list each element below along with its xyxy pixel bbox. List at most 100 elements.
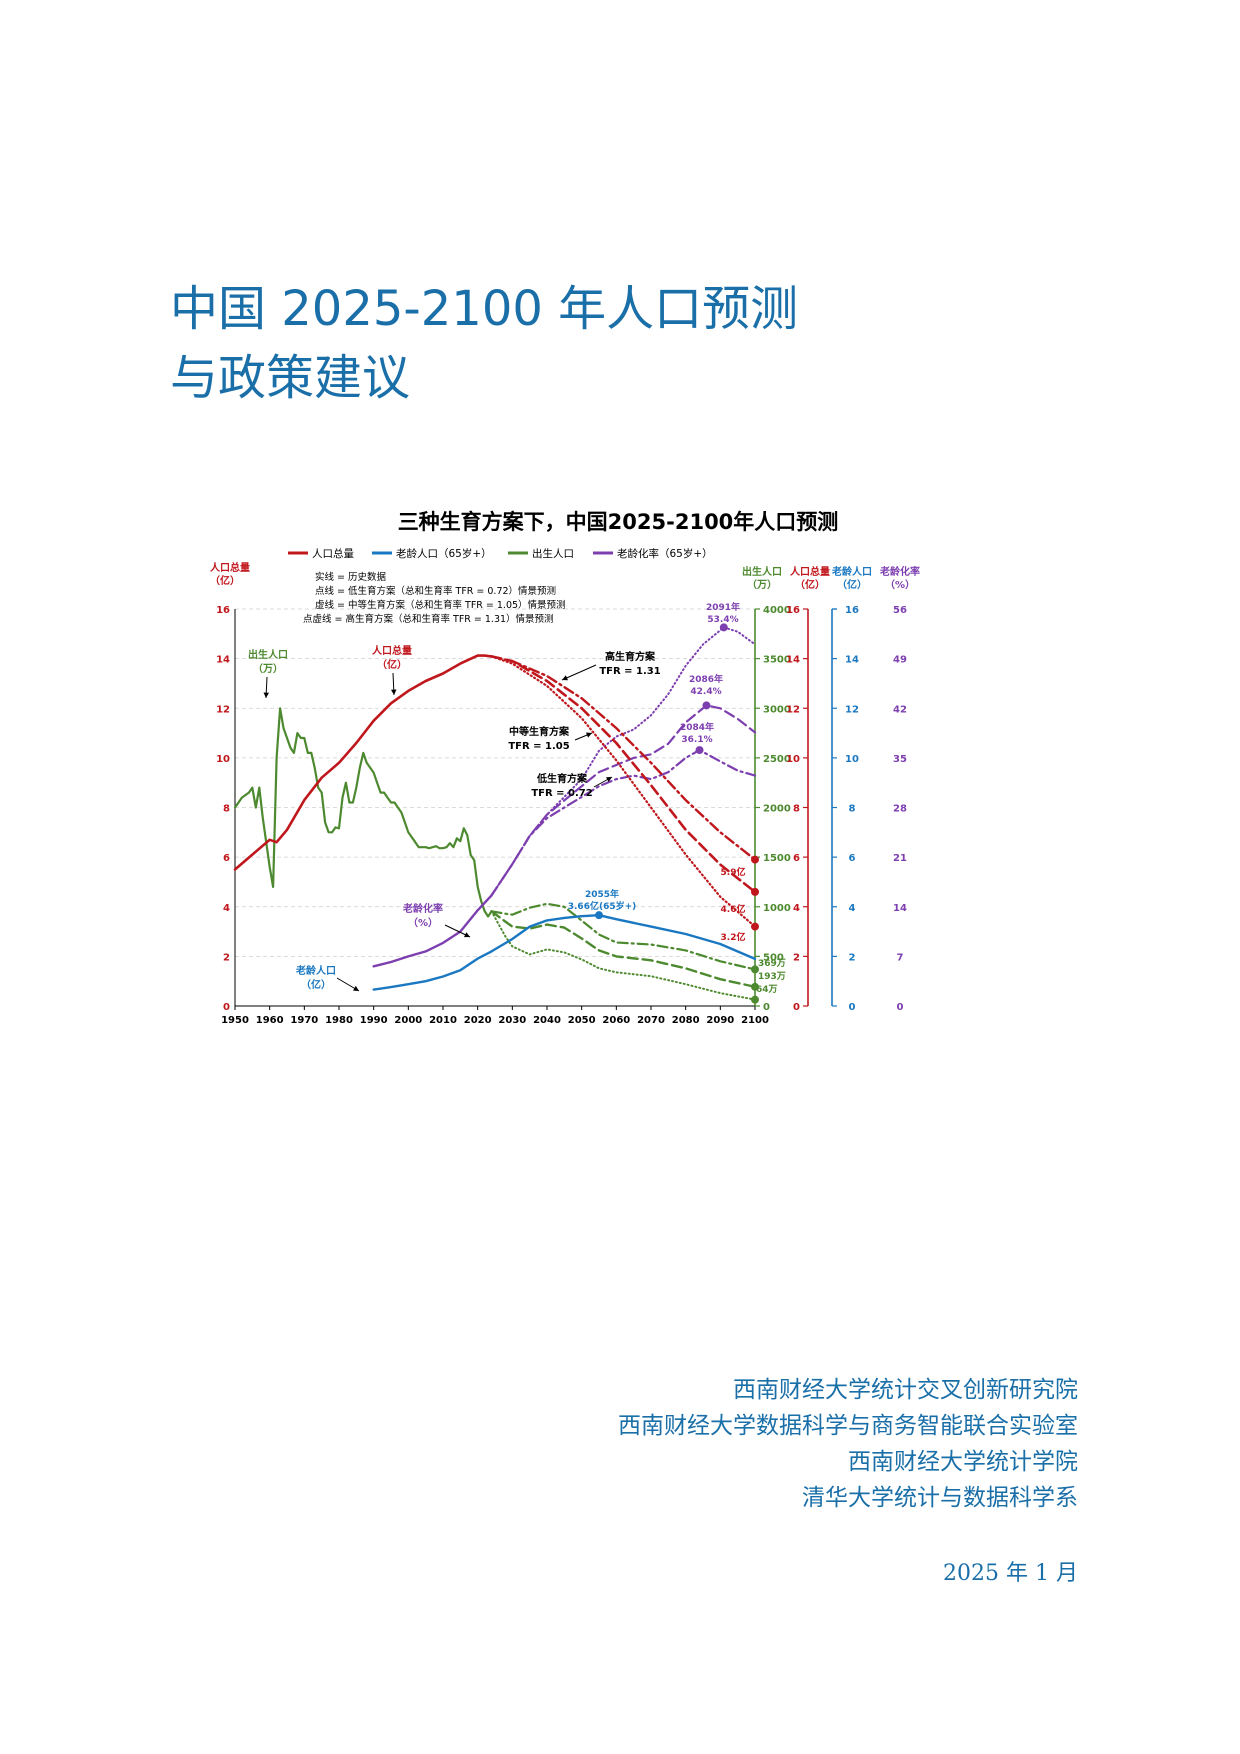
pop-axis-tick-label: 4 [223,903,230,914]
x-tick-label: 2060 [602,1015,630,1026]
elderly-axis-tick-label: 10 [845,754,859,765]
low-plan-tfr: TFR = 0.72 [531,788,592,799]
pop-low-end-marker [751,922,759,931]
births-axis-tick-label: 4000 [763,605,791,616]
births-axis-tick-label: 3500 [763,655,791,666]
pop-low-end-label: 3.2亿 [721,931,746,943]
ratio-peak-2091-year: 2091年 [706,601,740,613]
line-style-note: 实线 = 历史数据 [315,571,386,583]
elderly-axis-tick-label: 12 [845,704,859,715]
pop-axis-tick-label: 14 [786,655,800,666]
elderly-projection-line [490,914,757,961]
pop-series-label: 人口总量 [372,644,412,657]
elderly-label-arrow-head [353,985,359,991]
low-plan-label: 低生育方案 [536,772,588,785]
elderly-series-label: 老龄人口 [295,964,336,977]
pop-axis-tick-label: 0 [223,1002,230,1013]
pop-axis-title: 人口总量 [790,565,830,578]
pop-axis-tick-label: 6 [793,853,800,864]
legend-label: 出生人口 [532,547,574,560]
elderly-axis-title: 老龄人口 [831,565,872,578]
elderly-history-line [372,950,493,991]
chart-legend: 人口总量 老龄人口（65岁+） 出生人口 老龄化率（65岁+） [288,547,713,560]
line-style-note: 虚线 = 中等生育方案（总和生育率 TFR = 1.05）情景预测 [315,599,566,611]
ratio-peak-2086-marker [702,701,711,710]
population-projection-chart: 三种生育方案下，中国2025-2100年人口预测 人口总量 老龄人口（65岁+） 出… [210,510,920,1026]
legend-label: 老龄人口（65岁+） [396,547,492,560]
births-high-scenario-line [490,902,757,971]
pop-axis-tick-label: 14 [216,655,230,666]
ratio-axis-title: 老龄化率 [879,565,920,578]
chart-gridlines [235,608,755,957]
elderly-axis-tick-label: 8 [849,804,856,815]
births-axis-title: 出生人口 [742,565,782,578]
births-mid-end-label: 193万 [758,971,786,982]
high-plan-arrow-head [562,675,568,681]
legend-label: 人口总量 [312,547,354,560]
x-tick-label: 1990 [360,1015,388,1026]
births-low-end-marker [751,995,759,1004]
pop-axis-tick-label: 0 [793,1002,800,1013]
pop-axis-tick-label: 8 [223,804,230,815]
report-date: 2025 年 1 月 [943,1561,1078,1586]
ratio-label-arrow-head [464,932,470,938]
low-plan-arrow-head [606,777,612,782]
births-low-scenario-line [490,910,756,1001]
ratio-axis-tick-label: 28 [893,804,907,815]
ratio-axis-tick-label: 42 [893,704,907,715]
births-mid-scenario-line [490,910,757,988]
elderly-axis-tick-label: 6 [849,853,856,864]
births-series-label: 出生人口 [248,648,288,661]
pop-axis-tick-label: 8 [793,804,800,815]
x-tick-label: 2090 [706,1015,734,1026]
institution-line: 西南财经大学统计学院 [848,1449,1078,1475]
chart-series [233,623,759,1004]
pop-axis-unit: （亿） [210,574,240,587]
ratio-axis-tick-label: 14 [893,903,907,914]
pop-mid-end-marker [751,887,759,896]
births-high-end-label: 369万 [758,958,786,969]
x-tick-label: 2040 [533,1015,561,1026]
elderly-axis-tick-label: 0 [849,1002,856,1013]
births-high-end-marker [751,965,759,974]
x-tick-label: 2030 [498,1015,526,1026]
elderly-axis-tick-label: 16 [845,605,859,616]
ratio-axis-tick-label: 0 [897,1002,904,1013]
births-axis-tick-label: 0 [763,1002,770,1013]
ratio-peak-2084-year: 2084年 [680,721,714,733]
pop-axis-tick-label: 2 [223,952,230,963]
pop-high-end-label: 5.9亿 [721,866,746,878]
births-axis-tick-label: 2000 [763,804,791,815]
legend-label: 老龄化率（65岁+） [617,547,713,560]
elderly-axis-unit: （亿） [837,578,867,591]
ratio-axis-unit: （%） [885,578,915,591]
ratio-series-unit: （%） [408,916,438,929]
pop-low-scenario-line [490,655,757,928]
ratio-peak-2086-year: 2086年 [689,673,723,685]
pop-axis-title: 人口总量 [210,561,250,574]
pop-axis-tick-label: 10 [216,754,230,765]
pop-mid-end-label: 4.6亿 [721,903,746,915]
pop-axis-tick-label: 16 [216,605,230,616]
births-series-unit: （万） [253,662,283,675]
pop-axis-tick-label: 12 [216,704,230,715]
ratio-peak-2084-value: 36.1% [681,735,712,745]
pop-series-unit: （亿） [377,658,407,671]
high-plan-tfr: TFR = 1.31 [599,666,660,677]
report-title-line-2: 与政策建议 [170,350,411,406]
pop-label-arrow-head [391,689,397,695]
high-plan-arrow [561,664,597,681]
births-history-line [233,707,493,918]
pop-axis-tick-label: 2 [793,952,800,963]
births-axis-tick-label: 500 [763,952,784,963]
line-style-note: 点虚线 = 高生育方案（总和生育率 TFR = 1.31）情景预测 [303,613,554,625]
x-tick-label: 2010 [429,1015,457,1026]
pop-axis-tick-label: 4 [793,903,800,914]
mid-plan-label: 中等生育方案 [509,725,570,738]
institution-line: 西南财经大学数据科学与商务智能联合实验室 [618,1413,1078,1439]
ratio-history-line [372,894,493,968]
pop-axis-tick-label: 16 [786,605,800,616]
x-tick-label: 1980 [325,1015,353,1026]
pop-axis-tick-label: 12 [786,704,800,715]
